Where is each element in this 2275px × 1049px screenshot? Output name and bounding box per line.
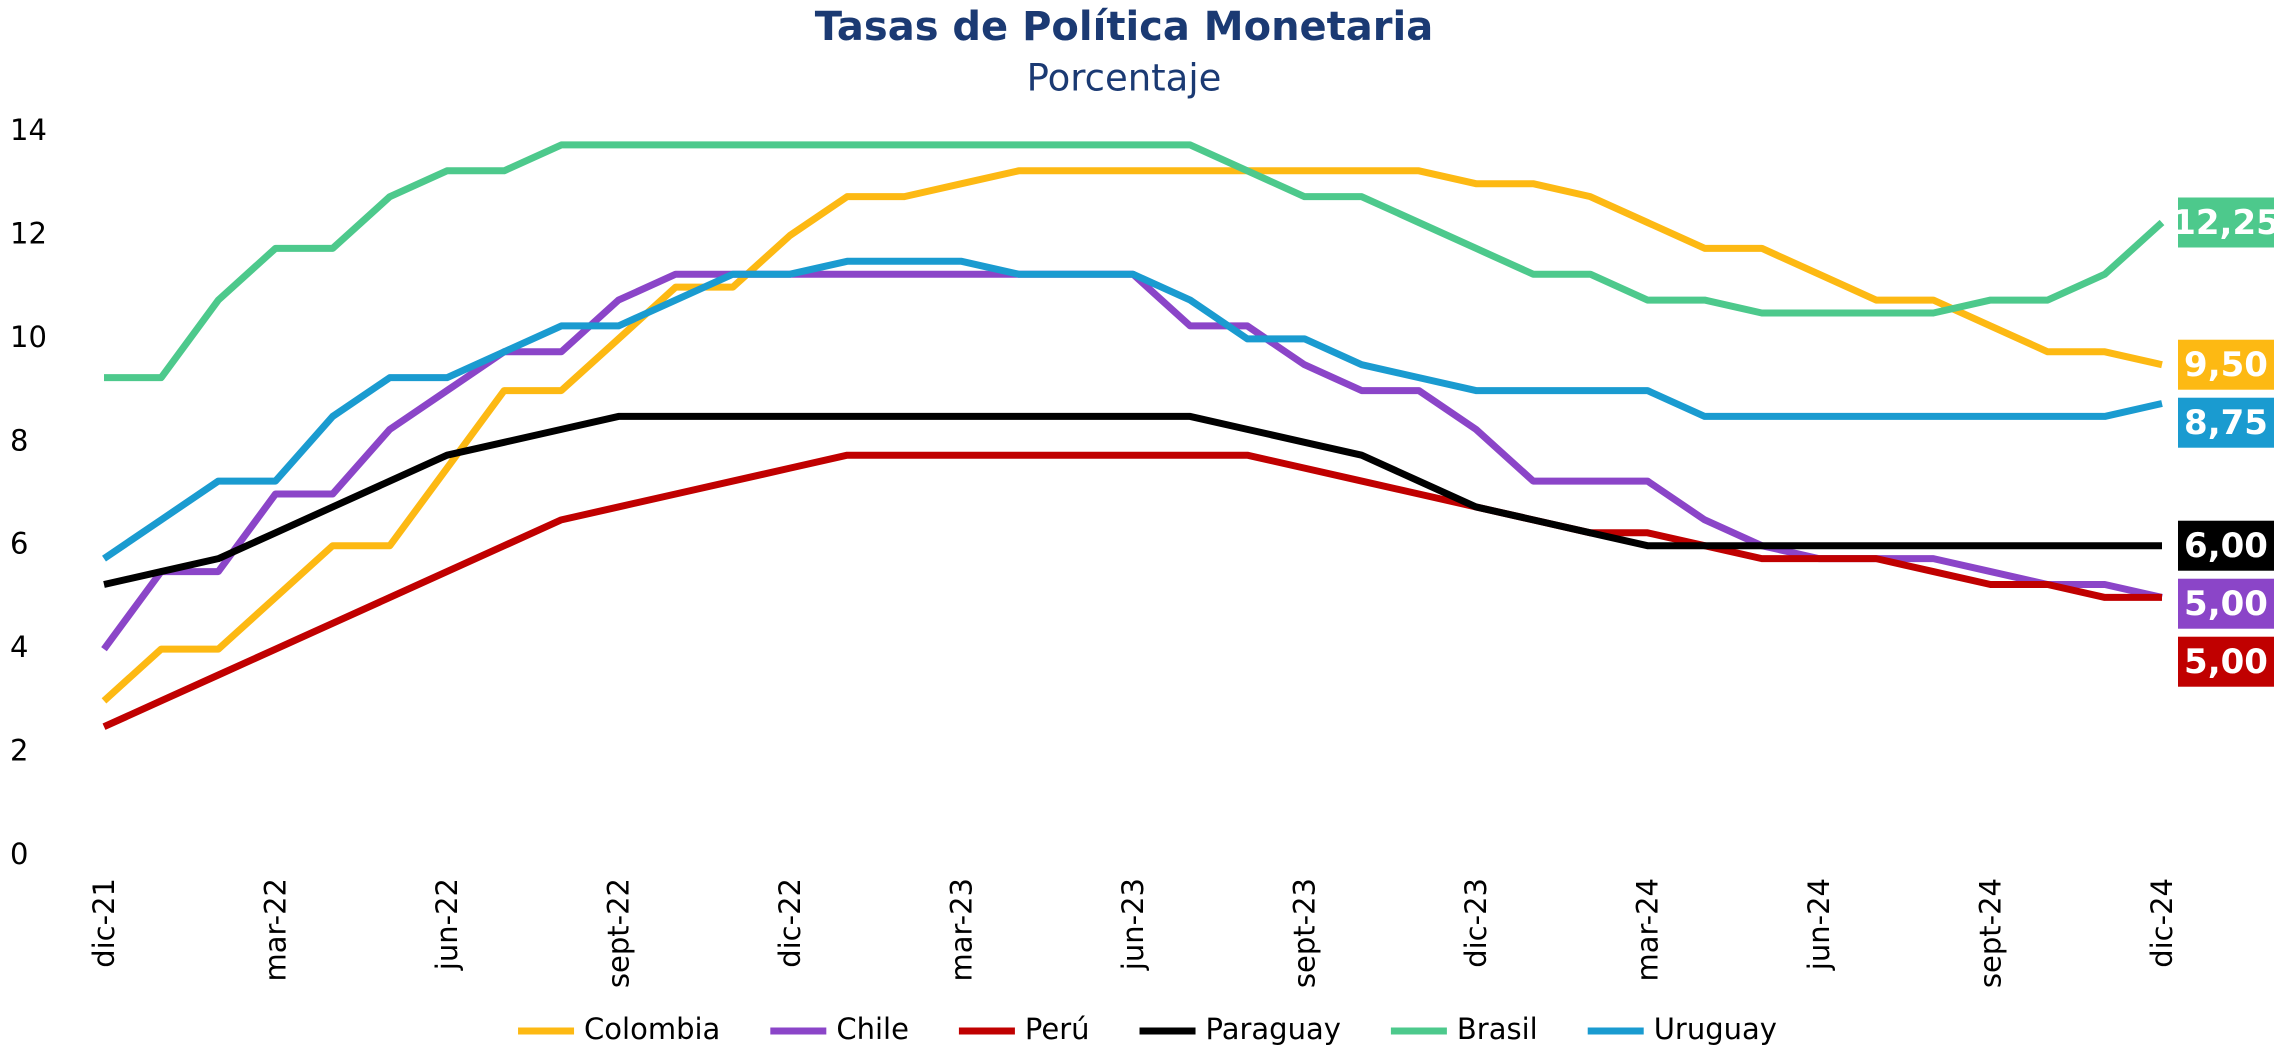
end-label-text: 8,75 <box>2184 403 2268 443</box>
y-tick-label: 6 <box>10 527 28 561</box>
legend-label: Brasil <box>1457 1012 1538 1046</box>
y-tick-label: 2 <box>10 734 28 768</box>
x-tick-label: mar-22 <box>259 878 293 981</box>
end-label-text: 6,00 <box>2184 526 2268 566</box>
end-label: 6,00 <box>2178 520 2274 571</box>
x-tick-label: dic-23 <box>1459 878 1493 968</box>
end-label-box <box>2178 520 2274 571</box>
series-line <box>103 412 2162 588</box>
legend-label: Perú <box>1025 1012 1090 1046</box>
end-label-box <box>2178 578 2274 629</box>
end-label-text: 5,00 <box>2184 584 2268 624</box>
y-tick-label: 12 <box>10 216 47 250</box>
end-label-box <box>2178 197 2274 248</box>
x-tick-label: dic-21 <box>87 878 121 968</box>
legend-label: Colombia <box>584 1012 720 1046</box>
series-line <box>104 141 2165 382</box>
x-tick-label: jun-22 <box>430 878 464 971</box>
x-tick-label: sept-24 <box>1974 878 2008 988</box>
x-tick-label: dic-24 <box>2145 878 2179 968</box>
chart-title: Tasas de Política Monetaria <box>815 4 1433 50</box>
x-tick-label: jun-24 <box>1802 878 1836 971</box>
end-label: 8,75 <box>2178 397 2274 448</box>
end-label-text: 12,25 <box>2172 203 2275 243</box>
x-tick-label: sept-22 <box>602 878 636 988</box>
end-label-box <box>2178 397 2274 448</box>
series-line <box>102 451 2162 730</box>
legend-label: Chile <box>836 1012 909 1046</box>
y-tick-label: 8 <box>10 423 28 457</box>
series-line <box>101 167 2163 704</box>
legend: Colombia Chile Perú Paraguay Brasil Uruguay <box>518 1012 1777 1046</box>
end-label-box <box>2178 636 2274 687</box>
x-tick-label: mar-24 <box>1631 878 1665 981</box>
end-label-text: 5,00 <box>2184 642 2268 682</box>
end-label: 5,00 <box>2178 636 2274 687</box>
legend-label: Paraguay <box>1206 1012 1341 1046</box>
end-label: 12,25 <box>2172 197 2275 248</box>
x-tick-label: sept-23 <box>1288 878 1322 988</box>
x-tick-label: mar-23 <box>945 878 979 981</box>
y-tick-label: 10 <box>10 320 47 354</box>
end-label-box <box>2178 339 2274 390</box>
x-tick-label: dic-22 <box>773 878 807 968</box>
x-tick-label: jun-23 <box>1116 878 1150 971</box>
y-tick-label: 14 <box>10 113 47 147</box>
series-line <box>102 257 2163 562</box>
end-label: 9,50 <box>2178 339 2274 390</box>
chart-subtitle: Porcentaje <box>1027 57 1222 100</box>
legend-label: Uruguay <box>1654 1012 1777 1046</box>
end-label-text: 9,50 <box>2184 345 2268 385</box>
series-line <box>101 270 2163 652</box>
y-tick-label: 0 <box>10 837 28 871</box>
y-tick-label: 4 <box>10 630 28 664</box>
end-label: 5,00 <box>2178 578 2274 629</box>
